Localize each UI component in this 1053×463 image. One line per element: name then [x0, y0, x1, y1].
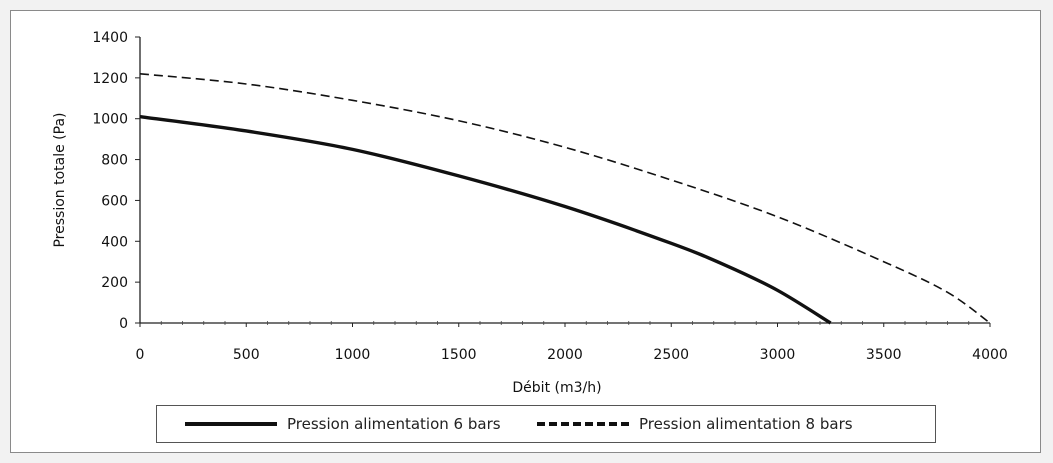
y-tick-label: 0 [119, 316, 128, 332]
y-tick-label: 1000 [92, 112, 128, 128]
chart-frame [10, 10, 1041, 453]
y-tick-label: 400 [101, 234, 128, 250]
legend-label-8-bars: Pression alimentation 8 bars [639, 415, 853, 433]
series-layer [139, 72, 991, 325]
x-axis: 0 500 1000 1500 2000 2500 3000 3500 4000 [136, 321, 1008, 363]
y-axis: 0 200 400 600 800 1000 1200 1400 [92, 30, 141, 332]
y-tick-label: 1200 [92, 71, 128, 87]
x-tick-label: 1000 [335, 347, 371, 363]
legend-item-6-bars: Pression alimentation 6 bars [185, 406, 501, 442]
y-tick-label: 800 [101, 153, 128, 169]
y-axis-title: Pression totale (Pa) [52, 112, 68, 247]
y-tick-label: 200 [101, 275, 128, 291]
legend-label-6-bars: Pression alimentation 6 bars [287, 415, 501, 433]
x-tick-label: 3000 [760, 347, 796, 363]
x-tick-label: 2000 [547, 347, 583, 363]
x-tick-label: 500 [233, 347, 260, 363]
x-axis-title: Débit (m3/h) [512, 380, 601, 396]
x-tick-label: 4000 [972, 347, 1008, 363]
x-tick-label: 3500 [866, 347, 902, 363]
series-line-8-bars [139, 72, 991, 324]
x-tick-label: 1500 [441, 347, 477, 363]
legend-swatch-dashed [537, 422, 629, 426]
series-line-6-bars [139, 114, 832, 325]
x-tick-label: 0 [136, 347, 145, 363]
legend: Pression alimentation 6 bars Pression al… [156, 405, 936, 443]
y-tick-label: 600 [101, 193, 128, 209]
x-tick-label: 2500 [653, 347, 689, 363]
legend-swatch-solid [185, 422, 277, 426]
y-tick-label: 1400 [92, 30, 128, 46]
legend-item-8-bars: Pression alimentation 8 bars [537, 406, 853, 442]
